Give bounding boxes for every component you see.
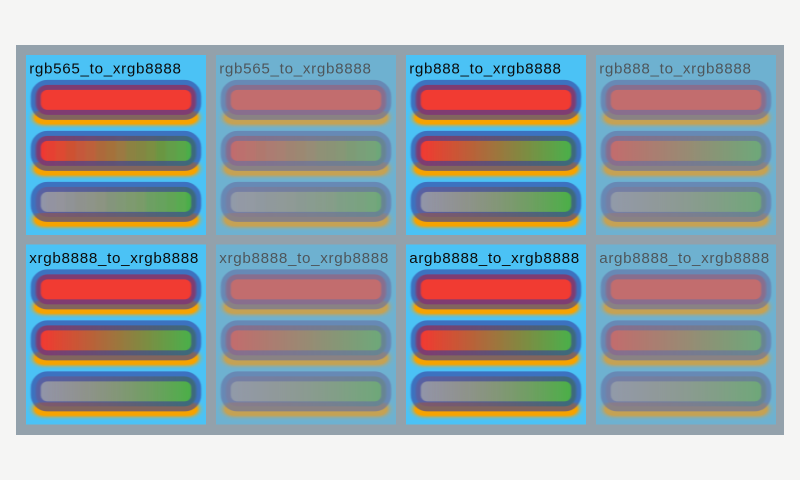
svg-text:rgb888_to_xrgb8888: rgb888_to_xrgb8888 (409, 61, 561, 78)
svg-text:rgb565_to_xrgb8888: rgb565_to_xrgb8888 (29, 61, 181, 78)
svg-text:argb8888_to_xrgb8888: argb8888_to_xrgb8888 (599, 250, 770, 267)
svg-text:xrgb8888_to_xrgb8888: xrgb8888_to_xrgb8888 (219, 250, 389, 267)
svg-text:rgb565_to_xrgb8888: rgb565_to_xrgb8888 (219, 61, 371, 78)
svg-text:xrgb8888_to_xrgb8888: xrgb8888_to_xrgb8888 (29, 250, 199, 267)
svg-text:rgb888_to_xrgb8888: rgb888_to_xrgb8888 (599, 61, 751, 78)
svg-text:argb8888_to_xrgb8888: argb8888_to_xrgb8888 (409, 250, 580, 267)
